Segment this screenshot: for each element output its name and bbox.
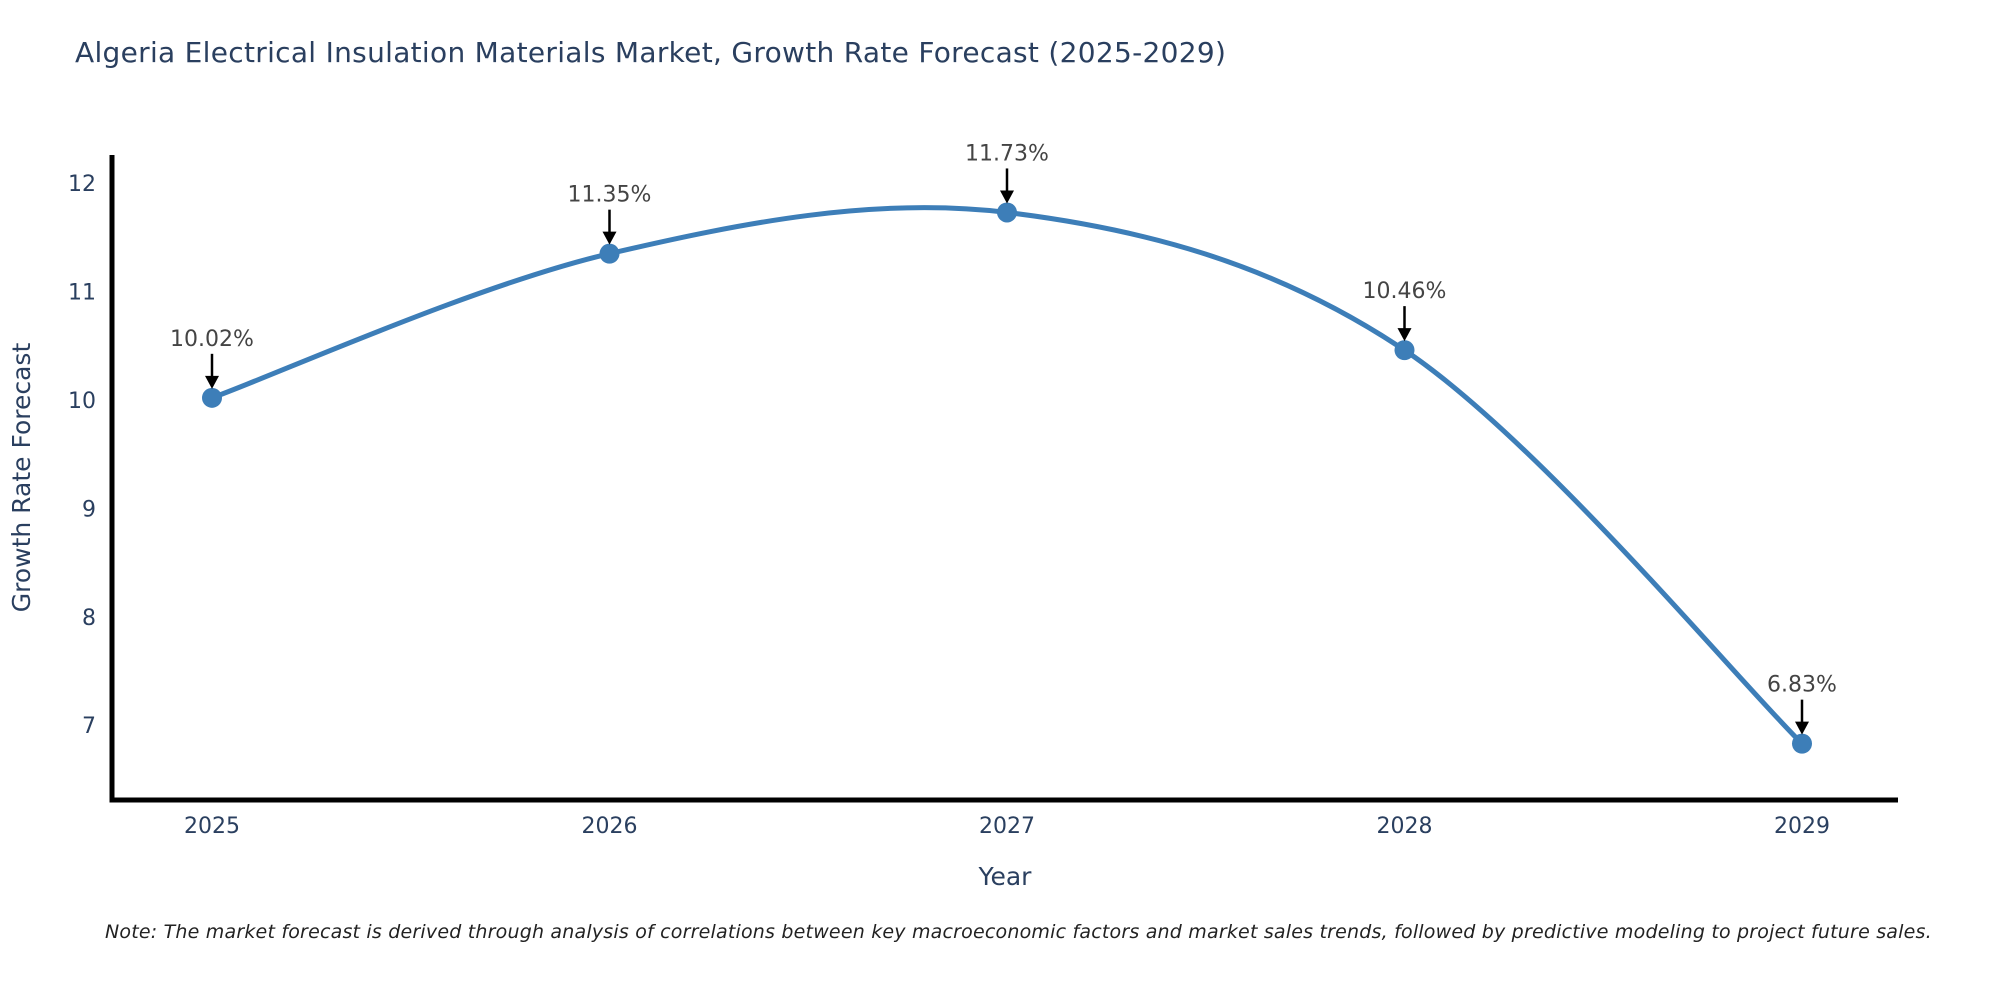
x-tick-label: 2026 bbox=[582, 814, 638, 839]
y-tick-label: 9 bbox=[82, 497, 96, 522]
data-point bbox=[202, 387, 222, 408]
data-point-label: 11.73% bbox=[965, 141, 1049, 166]
chart-title: Algeria Electrical Insulation Materials … bbox=[75, 36, 1227, 69]
y-tick-label: 12 bbox=[68, 172, 96, 197]
data-point-label: 11.35% bbox=[568, 183, 652, 208]
x-tick-label: 2028 bbox=[1377, 814, 1433, 839]
annotation-arrowhead-icon bbox=[1795, 721, 1809, 735]
data-point-label: 10.02% bbox=[170, 327, 254, 352]
data-point-label: 6.83% bbox=[1767, 673, 1837, 698]
y-tick-label: 10 bbox=[68, 389, 96, 414]
y-axis-title: Growth Rate Forecast bbox=[7, 343, 36, 613]
data-point bbox=[599, 243, 620, 264]
annotation-arrowhead-icon bbox=[1000, 190, 1014, 204]
data-point bbox=[1792, 733, 1812, 754]
x-tick-label: 2027 bbox=[979, 814, 1035, 839]
data-point bbox=[1394, 340, 1415, 361]
y-tick-label: 11 bbox=[68, 281, 96, 306]
x-tick-label: 2025 bbox=[184, 814, 240, 839]
annotation-arrowhead-icon bbox=[205, 375, 219, 389]
data-point bbox=[997, 202, 1017, 223]
x-axis-title: Year bbox=[978, 862, 1033, 891]
data-point-label: 10.46% bbox=[1363, 279, 1447, 304]
forecast-line bbox=[209, 205, 1805, 747]
footnote: Note: The market forecast is derived thr… bbox=[105, 921, 1932, 943]
y-tick-label: 8 bbox=[82, 606, 96, 631]
annotation-arrowhead-icon bbox=[1397, 328, 1412, 342]
annotation-arrowhead-icon bbox=[602, 231, 617, 245]
x-tick-label: 2029 bbox=[1774, 814, 1830, 839]
y-tick-label: 7 bbox=[82, 714, 96, 739]
